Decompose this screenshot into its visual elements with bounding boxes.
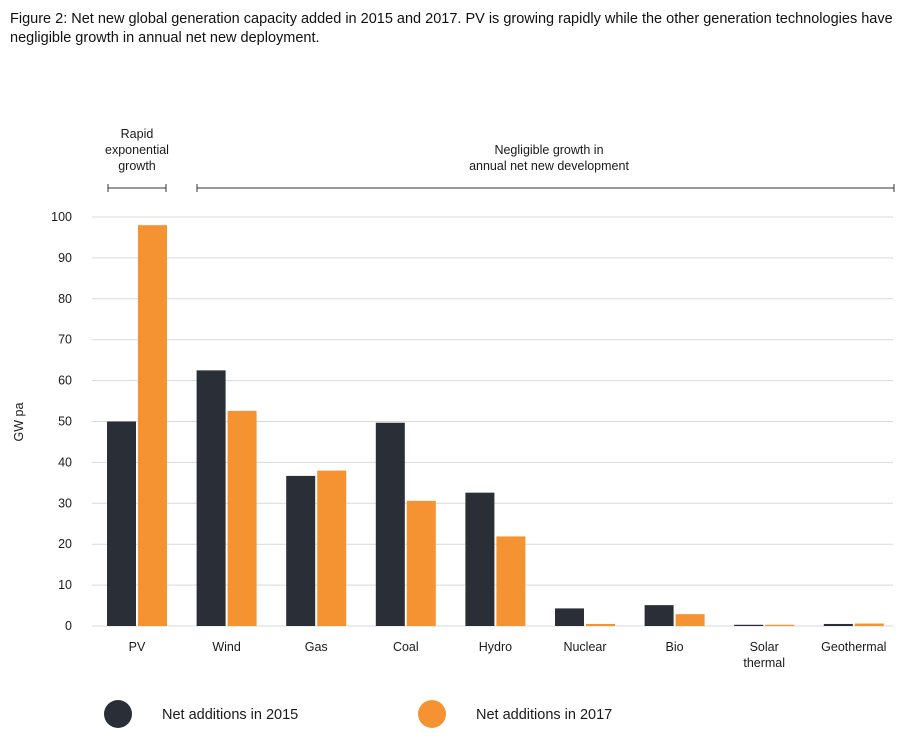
y-tick-label: 20 [58, 537, 72, 551]
category-label: Wind [212, 640, 241, 654]
legend: Net additions in 2015 Net additions in 20… [104, 700, 612, 728]
y-tick-label: 0 [65, 619, 72, 633]
y-tick-label: 50 [58, 415, 72, 429]
bar-2017 [406, 500, 436, 626]
bar-2017 [675, 614, 705, 626]
bar-2015 [107, 421, 136, 626]
legend-label: Net additions in 2017 [476, 707, 612, 723]
category-label: Coal [393, 640, 419, 654]
bar-2015 [465, 492, 495, 626]
bar-2017 [854, 623, 884, 626]
bar-2017 [496, 536, 526, 626]
annotation-text: exponential [105, 143, 169, 157]
bar-2015 [644, 605, 674, 626]
annotation-text: Negligible growth in [494, 143, 603, 157]
category-label: PV [129, 640, 146, 654]
y-axis-ticks: 0 10 20 30 40 50 60 70 80 90 100 [51, 210, 72, 633]
legend-swatch [104, 700, 132, 728]
annotation-text: annual net new development [469, 159, 629, 173]
bar-2017 [586, 623, 615, 626]
category-label: Hydro [479, 640, 512, 654]
bar-2017 [317, 470, 347, 626]
bar-2015 [375, 422, 405, 626]
bars [107, 225, 884, 626]
y-tick-label: 40 [58, 455, 72, 469]
bar-2017 [138, 225, 167, 626]
annotations: Rapid exponential growth Negligible growth … [105, 127, 895, 192]
y-axis-label: GW pa [12, 403, 26, 442]
legend-swatch [418, 700, 446, 728]
category-label: Geothermal [821, 640, 886, 654]
y-tick-label: 80 [58, 292, 72, 306]
y-tick-label: 90 [58, 251, 72, 265]
bar-2017 [765, 624, 795, 626]
bar-2015 [823, 623, 853, 626]
bar-2015 [555, 608, 584, 626]
category-label: Bio [666, 640, 684, 654]
chart-title: Figure 2: Net new global generation capa… [10, 11, 893, 46]
category-label: Gas [305, 640, 328, 654]
y-tick-label: 10 [58, 578, 72, 592]
annotation-text: Rapid [121, 127, 154, 141]
y-tick-label: 70 [58, 333, 72, 347]
category-label: thermal [743, 656, 785, 670]
legend-label: Net additions in 2015 [162, 707, 298, 723]
category-label: Nuclear [563, 640, 606, 654]
bar-2015 [734, 624, 764, 626]
category-labels: PV Wind Gas Coal Hydro Nuclear Bio Solar thermal… [129, 640, 887, 670]
y-tick-label: 30 [58, 496, 72, 510]
y-tick-label: 100 [51, 210, 72, 224]
category-label: Solar [750, 640, 779, 654]
bar-2017 [227, 410, 257, 626]
bar-2015 [286, 475, 316, 626]
y-tick-label: 60 [58, 374, 72, 388]
bar-2015 [196, 370, 226, 626]
annotation-text: growth [118, 159, 156, 173]
